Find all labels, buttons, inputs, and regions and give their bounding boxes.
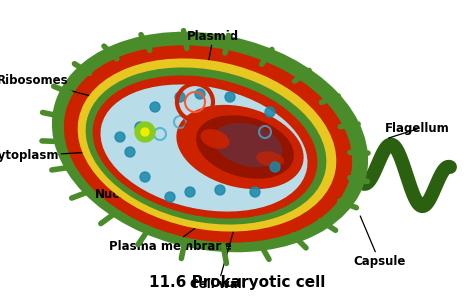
- Text: Plasmid: Plasmid: [187, 29, 239, 87]
- Circle shape: [250, 187, 260, 197]
- Circle shape: [165, 192, 175, 202]
- Circle shape: [141, 128, 149, 136]
- Ellipse shape: [92, 76, 318, 218]
- Text: 11.6 Prokaryotic cell: 11.6 Prokaryotic cell: [149, 274, 325, 290]
- Text: Cell wall: Cell wall: [190, 219, 246, 292]
- Circle shape: [195, 89, 205, 99]
- Circle shape: [270, 162, 280, 172]
- Circle shape: [265, 107, 275, 117]
- Ellipse shape: [64, 45, 352, 243]
- Text: Nucleoid: Nucleoid: [94, 162, 223, 202]
- Circle shape: [135, 122, 155, 142]
- Circle shape: [215, 185, 225, 195]
- Ellipse shape: [196, 115, 294, 179]
- Ellipse shape: [214, 123, 282, 167]
- Text: Capsule: Capsule: [353, 216, 405, 268]
- Circle shape: [140, 172, 150, 182]
- Ellipse shape: [52, 32, 368, 252]
- Circle shape: [135, 122, 145, 132]
- Ellipse shape: [201, 129, 229, 149]
- Circle shape: [225, 92, 235, 102]
- Text: Cytoplasm: Cytoplasm: [0, 149, 128, 163]
- Ellipse shape: [78, 58, 337, 232]
- Circle shape: [185, 122, 195, 132]
- Ellipse shape: [100, 85, 308, 212]
- Circle shape: [150, 102, 160, 112]
- Circle shape: [125, 147, 135, 157]
- Ellipse shape: [176, 105, 304, 189]
- Text: Flagellum: Flagellum: [385, 122, 449, 138]
- Circle shape: [115, 132, 125, 142]
- Ellipse shape: [256, 151, 284, 167]
- Circle shape: [175, 92, 185, 102]
- Text: Ribosomes: Ribosomes: [0, 74, 114, 102]
- Circle shape: [185, 187, 195, 197]
- Ellipse shape: [86, 68, 327, 224]
- Text: Plasma membrane: Plasma membrane: [109, 198, 237, 253]
